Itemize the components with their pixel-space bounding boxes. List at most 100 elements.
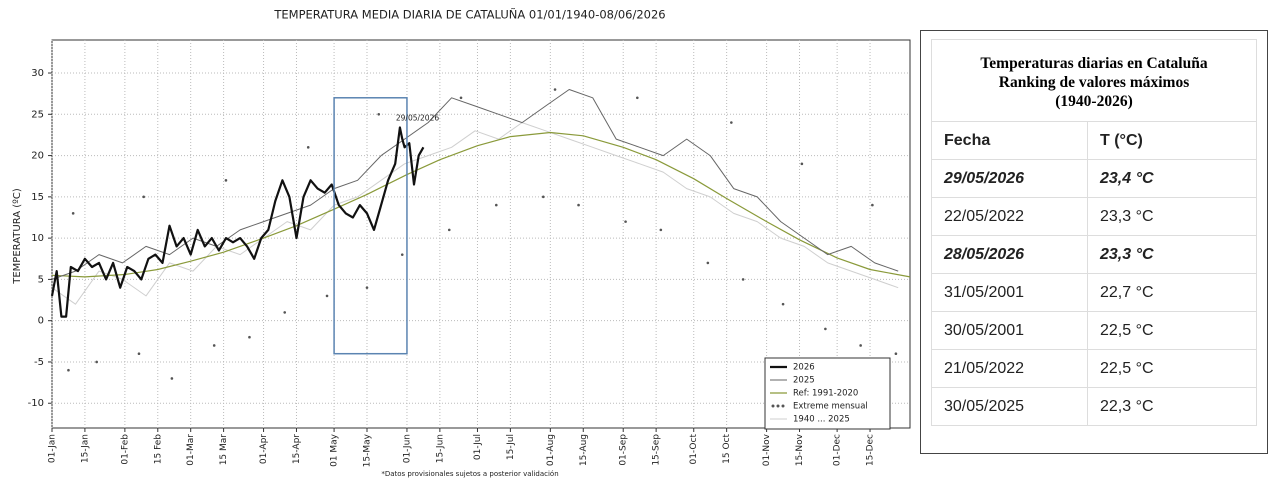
series-line xyxy=(51,89,899,280)
table-row: 29/05/2026 23,4 °C xyxy=(931,159,1257,198)
extreme-point xyxy=(400,253,404,256)
table-cell: 22,3 °C xyxy=(1087,387,1257,426)
legend-label: 2026 xyxy=(793,363,815,373)
x-tick-label: 15-Sep xyxy=(652,434,662,466)
table-row: 30/05/2025 22,3 °C xyxy=(931,387,1257,426)
extreme-point xyxy=(459,96,463,100)
extreme-point xyxy=(636,96,639,100)
legend-marker xyxy=(781,404,785,408)
legend-label: 2025 xyxy=(793,376,815,386)
extreme-point xyxy=(95,360,98,364)
legend-marker xyxy=(776,404,780,408)
table-row: 28/05/2026 23,3 °C xyxy=(931,235,1257,274)
extreme-point xyxy=(859,344,862,347)
y-axis-label: TEMPERATURA (ºC) xyxy=(12,188,23,285)
extreme-point xyxy=(781,302,785,306)
extreme-point xyxy=(494,203,498,207)
table-cell: 29/05/2026 xyxy=(931,159,1088,198)
highlight-box xyxy=(333,97,408,355)
extreme-point xyxy=(577,203,580,207)
extreme-point xyxy=(377,112,381,116)
extreme-point xyxy=(137,352,141,356)
x-tick-label: 15-May xyxy=(362,433,372,467)
table-cell: 23,3 °C xyxy=(1087,235,1257,274)
table-row: 31/05/2001 22,7 °C xyxy=(931,273,1257,312)
extreme-point xyxy=(624,220,627,223)
table-row: 21/05/2022 22,5 °C xyxy=(931,349,1257,388)
extreme-point xyxy=(283,311,287,314)
y-tick-label: 20 xyxy=(31,151,44,162)
x-tick-label: 01-Jun xyxy=(402,434,412,463)
x-tick-label: 01-Oct xyxy=(689,434,699,465)
x-tick-label: 01-Jul xyxy=(473,434,483,460)
annotation: 29/05/2026 xyxy=(396,114,439,123)
extreme-point xyxy=(447,228,451,232)
x-tick-label: 15-Aug xyxy=(579,434,589,466)
y-tick-label: -5 xyxy=(34,357,44,368)
chart: TEMPERATURA MEDIA DIARIA DE CATALUÑA 01/… xyxy=(12,7,911,478)
extreme-point xyxy=(224,179,228,182)
y-tick-label: -10 xyxy=(28,398,44,409)
legend-label: Extreme mensual xyxy=(793,402,868,412)
extreme-point xyxy=(306,146,310,149)
title-line: (1940-2026) xyxy=(1055,93,1133,110)
series-line xyxy=(51,131,911,278)
table-cell: 21/05/2022 xyxy=(931,349,1088,388)
column-header: Fecha xyxy=(931,121,1088,160)
extreme-point xyxy=(659,228,663,232)
table-cell: 30/05/2001 xyxy=(931,311,1088,350)
ranking-panel: Temperaturas diarias en Cataluña Ranking … xyxy=(920,30,1268,454)
ranking-table: Fecha T (°C) 29/05/2026 23,4 °C 22/05/2022 23… xyxy=(931,121,1257,426)
extreme-point xyxy=(170,377,174,380)
table-cell: 30/05/2025 xyxy=(931,387,1088,426)
footnote: *Datos provisionales sujetos a posterior… xyxy=(381,470,558,478)
table-cell: 28/05/2026 xyxy=(931,235,1088,274)
extreme-point xyxy=(741,278,745,281)
table-cell: 22,7 °C xyxy=(1087,273,1257,312)
x-tick-label: 15-Jun xyxy=(435,434,445,463)
extreme-point xyxy=(871,203,874,207)
ranking-title: Temperaturas diarias en Cataluña Ranking … xyxy=(931,39,1257,121)
table-cell: 23,4 °C xyxy=(1087,159,1257,198)
legend-label: Ref: 1991-2020 xyxy=(793,389,858,399)
extreme-point xyxy=(71,212,75,215)
chart-title: TEMPERATURA MEDIA DIARIA DE CATALUÑA 01/… xyxy=(273,7,665,22)
extreme-point xyxy=(553,88,557,91)
extreme-point xyxy=(248,335,251,339)
extreme-point xyxy=(541,195,545,199)
extreme-point xyxy=(800,162,804,166)
series-line xyxy=(50,126,425,318)
x-tick-label: 01-Aug xyxy=(546,434,556,466)
extreme-point xyxy=(365,286,369,289)
x-tick-label: 01-Mar xyxy=(186,434,196,466)
legend-label: 1940 ... 2025 xyxy=(793,415,850,425)
title-line: Temperaturas diarias en Cataluña xyxy=(980,55,1208,72)
x-tick-label: 15-Apr xyxy=(292,434,302,464)
y-tick-label: 10 xyxy=(31,233,44,244)
x-tick-label: 15 Oct xyxy=(722,434,732,464)
extreme-point xyxy=(67,368,70,372)
extreme-point xyxy=(894,352,898,356)
title-line: Ranking de valores máximos xyxy=(998,74,1190,91)
extreme-point xyxy=(824,327,827,331)
header-row: Fecha T (°C) xyxy=(931,121,1257,160)
x-tick-label: 15-Jan xyxy=(80,434,90,463)
x-tick-label: 01 May xyxy=(330,433,340,467)
extreme-point xyxy=(730,121,733,124)
table-cell: 22/05/2022 xyxy=(931,197,1088,236)
y-tick-label: 25 xyxy=(31,109,44,120)
series-line xyxy=(51,122,899,305)
x-tick-label: 15-Jul xyxy=(506,434,516,460)
x-tick-label: 01-Dec xyxy=(833,434,843,466)
table-cell: 23,3 °C xyxy=(1087,197,1257,236)
table-cell: 22,5 °C xyxy=(1087,311,1257,350)
extreme-point xyxy=(325,294,329,298)
y-tick-label: 30 xyxy=(31,68,44,79)
table-cell: 22,5 °C xyxy=(1087,349,1257,388)
extreme-point xyxy=(706,261,710,265)
x-tick-label: 01-Sep xyxy=(619,434,629,466)
column-header: T (°C) xyxy=(1087,121,1257,160)
x-tick-label: 01-Feb xyxy=(120,434,130,465)
y-tick-label: 15 xyxy=(31,192,44,203)
